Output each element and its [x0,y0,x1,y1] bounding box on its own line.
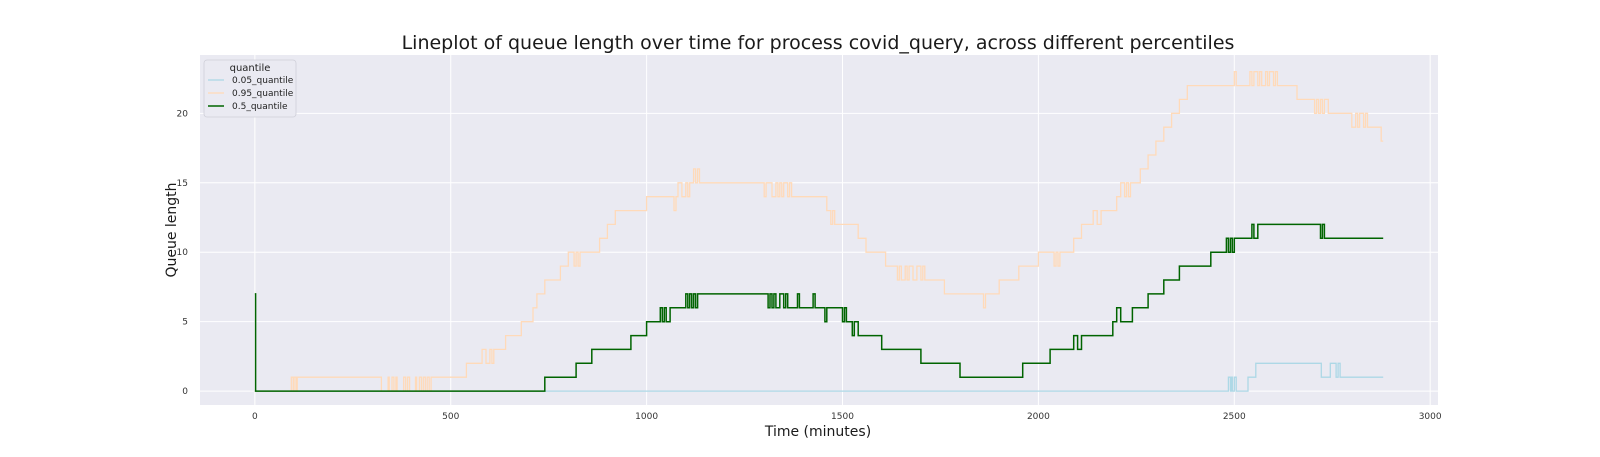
legend-box [203,59,297,118]
legend-entry-label: 0.05_quantile [232,76,294,86]
y-tick-label: 5 [182,318,188,328]
y-axis-label: Queue length [164,182,180,277]
x-axis-label: Time (minutes) [764,424,871,440]
x-tick-label: 0 [252,412,258,422]
y-tick-label: 0 [182,387,188,397]
legend-title: quantile [230,63,271,74]
series-lines [254,71,1384,392]
x-axis-ticks: 0 500 1000 1500 2000 2500 3000 [252,412,1442,422]
y-tick-label: 15 [177,179,188,189]
legend: quantile 0.05_quantile 0.95_quantile 0.5_q… [203,59,297,118]
series-line-0-5-quantile [254,223,1384,392]
chart-title: Lineplot of queue length over time for p… [402,32,1235,54]
x-tick-label: 500 [442,412,459,422]
x-tick-label: 2500 [1223,412,1246,422]
y-axis-ticks: 0 5 10 15 20 [177,109,189,397]
legend-entry-label: 0.95_quantile [232,89,294,99]
series-line-0-95-quantile [254,71,1384,392]
y-tick-label: 10 [177,248,189,258]
series-line-0-05-quantile [254,362,1384,392]
x-tick-label: 1000 [635,412,658,422]
y-tick-label: 20 [177,109,189,119]
x-tick-label: 1500 [831,412,854,422]
x-tick-label: 3000 [1419,412,1442,422]
x-tick-label: 2000 [1027,412,1050,422]
legend-entry-label: 0.5_quantile [232,102,288,112]
